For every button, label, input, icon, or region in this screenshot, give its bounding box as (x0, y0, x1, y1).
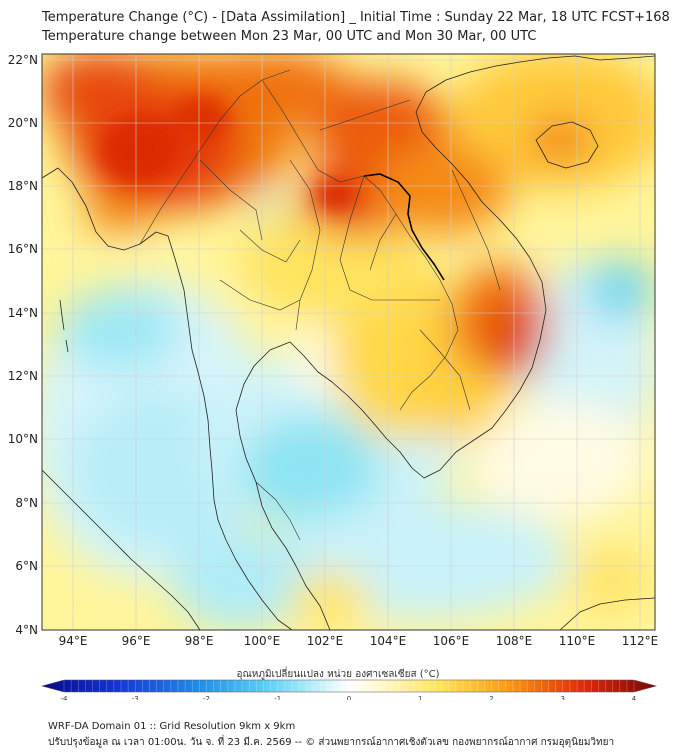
lon-label: 96°E (122, 634, 151, 648)
map-title: Temperature Change (°C) - [Data Assimila… (42, 10, 670, 25)
footer-credits: ปรับปรุงข้อมูล ณ เวลา 01:00น. วัน จ. ที่… (48, 737, 615, 748)
lat-label: 8°N (15, 496, 38, 510)
colorbar: -4 -3 -2 -1 0 1 2 3 4 (40, 679, 658, 700)
colorbar-tick-label: 3 (561, 695, 565, 700)
lon-label: 112°E (622, 634, 659, 648)
graticule (42, 54, 655, 630)
lon-label: 108°E (496, 634, 533, 648)
lat-label: 20°N (8, 116, 38, 130)
footer-model-info: WRF-DA Domain 01 :: Grid Resolution 9km … (48, 721, 296, 732)
colorbar-tick-label: 0 (347, 695, 351, 700)
lat-label: 16°N (8, 242, 38, 256)
colorbar-tick-label: 1 (418, 695, 422, 700)
colorbar-tick-label: -3 (132, 695, 139, 700)
mekong-border (363, 173, 445, 281)
lat-label: 10°N (8, 432, 38, 446)
lat-label: 12°N (8, 369, 38, 383)
lon-label: 100°E (244, 634, 281, 648)
colorbar-tick-label: -4 (61, 695, 69, 700)
admin-borders (139, 69, 501, 541)
map-frame (41, 53, 656, 631)
lon-label: 94°E (59, 634, 88, 648)
coastlines (42, 55, 655, 630)
temperature-change-map: 22°N 20°N 18°N 16°N 14°N 12°N 10°N 8°N 6… (8, 53, 659, 700)
lat-label: 14°N (8, 306, 38, 320)
lon-label: 98°E (185, 634, 214, 648)
lat-label: 18°N (8, 179, 38, 193)
colorbar-label: อุณหภูมิเปลี่ยนแปลง หน่วย องศาเซลเซียส (… (236, 669, 440, 680)
lat-label: 4°N (15, 623, 38, 637)
colorbar-tick-label: 4 (632, 695, 637, 700)
colorbar-tick-label: -1 (274, 695, 281, 700)
colorbar-tick-label: 2 (489, 695, 493, 700)
lon-label: 106°E (433, 634, 470, 648)
lon-label: 110°E (559, 634, 596, 648)
lat-label: 6°N (15, 559, 38, 573)
lat-label: 22°N (8, 53, 38, 67)
map-subtitle: Temperature change between Mon 23 Mar, 0… (42, 29, 537, 44)
colorbar-bar (40, 679, 658, 693)
lon-label: 104°E (370, 634, 407, 648)
colorbar-tick-label: -2 (203, 695, 210, 700)
lon-label: 102°E (307, 634, 344, 648)
